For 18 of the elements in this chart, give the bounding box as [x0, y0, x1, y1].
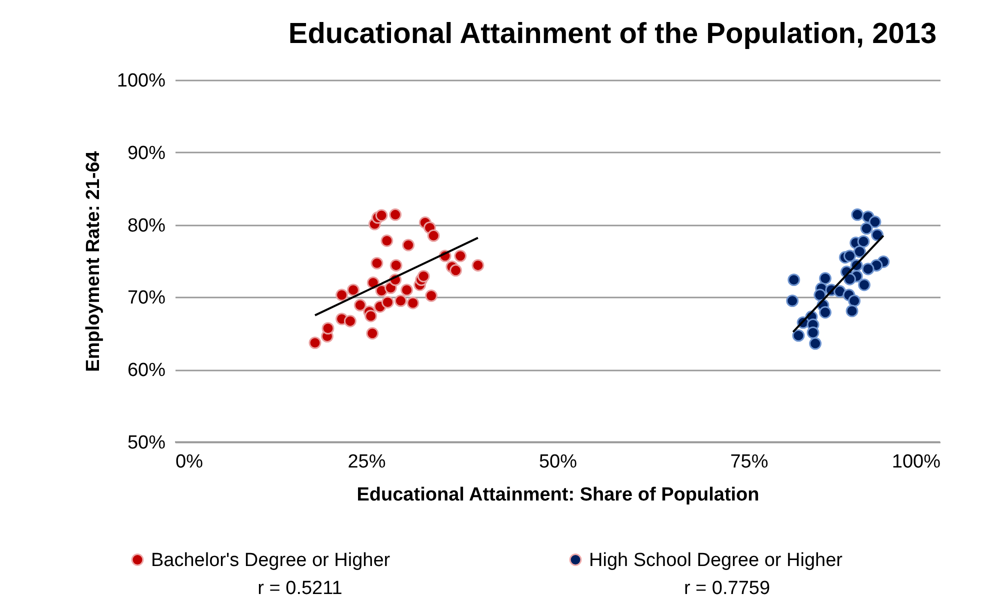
- x-tick-label: 25%: [348, 452, 386, 472]
- y-tick-label: 100%: [116, 70, 166, 92]
- y-tick-label: 90%: [127, 142, 166, 164]
- y-tick-label: 80%: [127, 215, 166, 236]
- y-axis-title: Employment Rate: 21-64: [82, 150, 104, 372]
- chart-title: Educational Attainment of the Population, 2013: [288, 18, 937, 50]
- legend-label: High School Degree or Higher: [589, 550, 844, 571]
- x-tick-label: 0%: [176, 452, 204, 472]
- x-tick-label: 75%: [730, 452, 768, 472]
- y-tick-label: 60%: [127, 360, 166, 382]
- y-tick-label: 70%: [127, 288, 166, 309]
- x-tick-label: 100%: [892, 452, 941, 472]
- text: r = 0.7759: [684, 578, 770, 600]
- legend-label: Bachelor's Degree or Higher: [151, 550, 391, 571]
- text: r = 0.5211: [258, 578, 342, 600]
- x-axis-title: Educational Attainment: Share of Population: [356, 484, 760, 506]
- x-tick-label: 50%: [538, 452, 578, 472]
- y-tick-label: 50%: [127, 432, 166, 454]
